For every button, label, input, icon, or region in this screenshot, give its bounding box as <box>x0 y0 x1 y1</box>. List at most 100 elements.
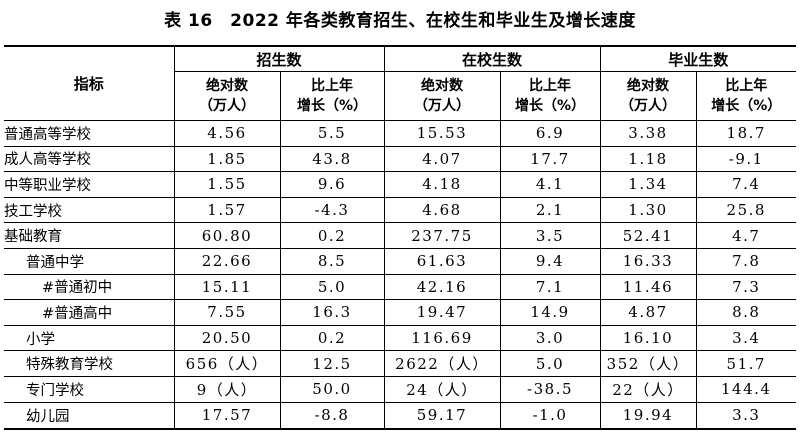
header-group-row: 指标 招生数 在校生数 毕业生数 <box>4 47 796 121</box>
table-row: 幼儿园 17.57 -8.8 59.17 -1.0 19.94 3.3 <box>4 401 796 428</box>
growth-header: 比上年 增长（%） <box>499 71 601 121</box>
cell-grads-growth: 3.4 <box>695 324 796 352</box>
row-label: 幼儿园 <box>4 401 175 428</box>
row-label: 专门学校 <box>4 375 175 403</box>
cell-grads-growth: 25.8 <box>695 196 796 224</box>
cell-grads: 4.87 <box>599 299 697 326</box>
cell-students: 4.18 <box>383 171 501 198</box>
cell-enroll: 22.66 <box>173 247 281 275</box>
cell-students-growth: 5.0 <box>499 350 601 377</box>
cell-grads: 52.41 <box>599 222 697 249</box>
cell-students-growth: 3.5 <box>499 222 601 249</box>
cell-enroll: 7.55 <box>173 299 281 326</box>
cell-grads: 3.38 <box>599 120 697 147</box>
cell-enroll: 1.55 <box>173 171 281 198</box>
cell-students: 2622（人） <box>383 350 501 377</box>
cell-grads: 1.18 <box>599 145 697 173</box>
cell-enroll: 656（人） <box>173 350 281 377</box>
cell-students-growth: 17.7 <box>499 145 601 173</box>
cell-grads-growth: 18.7 <box>695 120 796 147</box>
table-title: 表 16 2022 年各类教育招生、在校生和毕业生及增长速度 <box>164 11 636 31</box>
cell-enroll: 4.56 <box>173 120 281 147</box>
cell-enroll-growth: 43.8 <box>279 145 385 173</box>
cell-students-growth: 7.1 <box>499 273 601 301</box>
cell-enroll: 1.57 <box>173 196 281 224</box>
cell-students-growth: 3.0 <box>499 324 601 352</box>
cell-enroll-growth: 0.2 <box>279 222 385 249</box>
table-bottom-rule <box>4 428 796 430</box>
cell-students: 24（人） <box>383 375 501 403</box>
cell-grads: 11.46 <box>599 273 697 301</box>
cell-enroll-growth: 50.0 <box>279 375 385 403</box>
cell-students: 19.47 <box>383 299 501 326</box>
cell-grads-growth: 51.7 <box>695 350 796 377</box>
table-row: 基础教育 60.80 0.2 237.75 3.5 52.41 4.7 <box>4 222 796 249</box>
table-row: 普通中学 22.66 8.5 61.63 9.4 16.33 7.8 <box>4 247 796 275</box>
cell-students-growth: 6.9 <box>499 120 601 147</box>
growth-header: 比上年 增长（%） <box>279 71 385 121</box>
cell-enroll-growth: 8.5 <box>279 247 385 275</box>
cell-students: 4.07 <box>383 145 501 173</box>
cell-students: 4.68 <box>383 196 501 224</box>
table-row: 小学 20.50 0.2 116.69 3.0 16.10 3.4 <box>4 324 796 352</box>
table-row: 成人高等学校 1.85 43.8 4.07 17.7 1.18 -9.1 <box>4 145 796 173</box>
growth-header: 比上年 增长（%） <box>695 71 796 121</box>
education-table: 指标 招生数 在校生数 毕业生数 绝对数 （万人） 比上年 增长（%） 绝对数 （万人… <box>4 47 796 428</box>
cell-grads-growth: 144.4 <box>695 375 796 403</box>
header-sub-row: 绝对数 （万人） 比上年 增长（%） 绝对数 （万人） 比上年 增长（%） 绝对数 （万人… <box>4 71 796 121</box>
cell-grads-growth: 7.4 <box>695 171 796 198</box>
group-header-enroll: 招生数 <box>173 47 385 72</box>
cell-enroll-growth: -4.3 <box>279 196 385 224</box>
cell-students: 61.63 <box>383 247 501 275</box>
cell-enroll-growth: 5.5 <box>279 120 385 147</box>
table-row: #普通高中 7.55 16.3 19.47 14.9 4.87 8.8 <box>4 299 796 326</box>
cell-grads-growth: 7.8 <box>695 247 796 275</box>
cell-grads-growth: 3.3 <box>695 401 796 428</box>
cell-students-growth: -38.5 <box>499 375 601 403</box>
cell-students-growth: 2.1 <box>499 196 601 224</box>
group-header-graduates: 毕业生数 <box>599 47 796 72</box>
row-label: 特殊教育学校 <box>4 350 175 377</box>
table-row: 中等职业学校 1.55 9.6 4.18 4.1 1.34 7.4 <box>4 171 796 198</box>
abs-header: 绝对数 （万人） <box>383 71 501 121</box>
cell-grads: 1.30 <box>599 196 697 224</box>
cell-grads: 352（人） <box>599 350 697 377</box>
cell-students-growth: 14.9 <box>499 299 601 326</box>
row-label: 技工学校 <box>4 196 175 224</box>
cell-students: 42.16 <box>383 273 501 301</box>
row-label: #普通高中 <box>4 299 175 326</box>
table-row: #普通初中 15.11 5.0 42.16 7.1 11.46 7.3 <box>4 273 796 301</box>
row-label: 小学 <box>4 324 175 352</box>
cell-enroll: 1.85 <box>173 145 281 173</box>
table-row: 专门学校 9（人） 50.0 24（人） -38.5 22（人） 144.4 <box>4 375 796 403</box>
cell-enroll-growth: -8.8 <box>279 401 385 428</box>
abs-header: 绝对数 （万人） <box>599 71 697 121</box>
cell-enroll-growth: 5.0 <box>279 273 385 301</box>
abs-header: 绝对数 （万人） <box>174 71 281 121</box>
cell-enroll: 17.57 <box>173 401 281 428</box>
cell-grads: 16.10 <box>599 324 697 352</box>
cell-grads: 22（人） <box>599 375 697 403</box>
cell-enroll: 9（人） <box>173 375 281 403</box>
cell-grads-growth: 4.7 <box>695 222 796 249</box>
cell-students: 59.17 <box>383 401 501 428</box>
table-row: 普通高等学校 4.56 5.5 15.53 6.9 3.38 18.7 <box>4 120 796 147</box>
table-top-rule <box>4 45 796 47</box>
cell-enroll: 15.11 <box>173 273 281 301</box>
cell-students: 237.75 <box>383 222 501 249</box>
cell-enroll-growth: 12.5 <box>279 350 385 377</box>
row-label: 成人高等学校 <box>4 145 175 173</box>
cell-enroll-growth: 0.2 <box>279 324 385 352</box>
cell-enroll: 60.80 <box>173 222 281 249</box>
row-label: 普通中学 <box>4 247 175 275</box>
table-row: 技工学校 1.57 -4.3 4.68 2.1 1.30 25.8 <box>4 196 796 224</box>
cell-grads-growth: -9.1 <box>695 145 796 173</box>
cell-students: 116.69 <box>383 324 501 352</box>
cell-grads-growth: 7.3 <box>695 273 796 301</box>
cell-grads-growth: 8.8 <box>695 299 796 326</box>
cell-enroll: 20.50 <box>173 324 281 352</box>
cell-grads: 1.34 <box>599 171 697 198</box>
cell-students-growth: -1.0 <box>499 401 601 428</box>
table-row: 特殊教育学校 656（人） 12.5 2622（人） 5.0 352（人） 51.7 <box>4 350 796 377</box>
